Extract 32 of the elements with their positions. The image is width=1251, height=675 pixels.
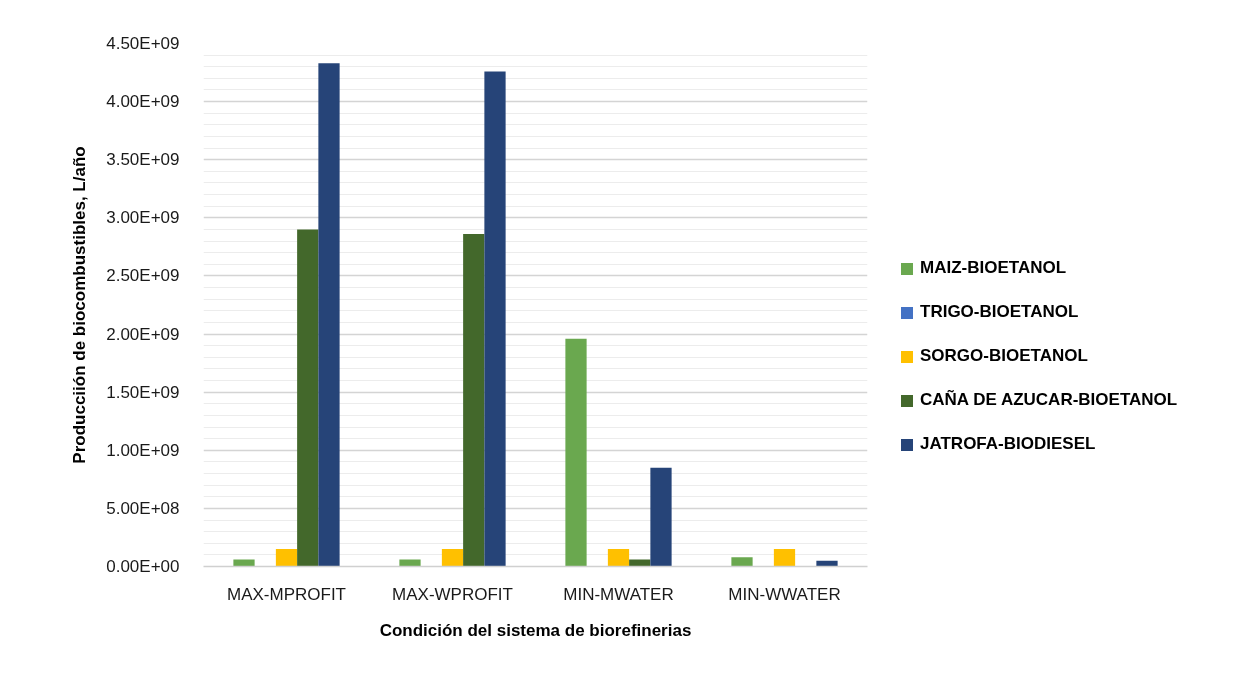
y-tick-label: 4.00E+09 (106, 92, 180, 112)
bar (484, 71, 506, 567)
bar (773, 549, 796, 567)
bar (318, 63, 340, 567)
y-tick-label: 2.00E+09 (106, 324, 180, 344)
legend-label: CAÑA DE AZUCAR-BIOETANOL (920, 390, 1178, 410)
y-tick-label: 1.00E+09 (106, 440, 180, 460)
bar (607, 549, 630, 567)
bar (275, 549, 298, 567)
bar (565, 338, 587, 567)
y-tick-label: 1.50E+09 (106, 382, 180, 402)
x-tick-label: MIN-WWATER (728, 584, 841, 604)
x-tick-label: MIN-MWATER (563, 584, 674, 604)
bar (463, 234, 485, 567)
y-tick-label: 2.50E+09 (106, 266, 180, 286)
y-axis-title: Producciión de biocombustibles, L/año (70, 146, 90, 464)
x-tick-label: MAX-WPROFIT (392, 584, 513, 604)
y-tick-label: 4.50E+09 (106, 34, 180, 53)
bar (441, 549, 464, 567)
x-tick-label: MAX-MPROFIT (227, 584, 346, 604)
y-tick-label: 3.00E+09 (106, 208, 180, 228)
y-tick-label: 5.00E+08 (106, 498, 180, 518)
bar (650, 467, 672, 567)
bar (297, 229, 319, 567)
bar (731, 557, 753, 567)
legend-label: SORGO-BIOETANOL (920, 346, 1088, 366)
x-axis-title: Condición del sistema de biorefinerias (379, 620, 692, 640)
legend-label: TRIGO-BIOETANOL (920, 302, 1079, 322)
legend-label: MAIZ-BIOETANOL (920, 258, 1067, 278)
legend-label: JATROFA-BIODIESEL (920, 434, 1096, 454)
y-tick-label: 3.50E+09 (106, 150, 180, 170)
y-tick-label: 0.00E+00 (106, 557, 180, 576)
